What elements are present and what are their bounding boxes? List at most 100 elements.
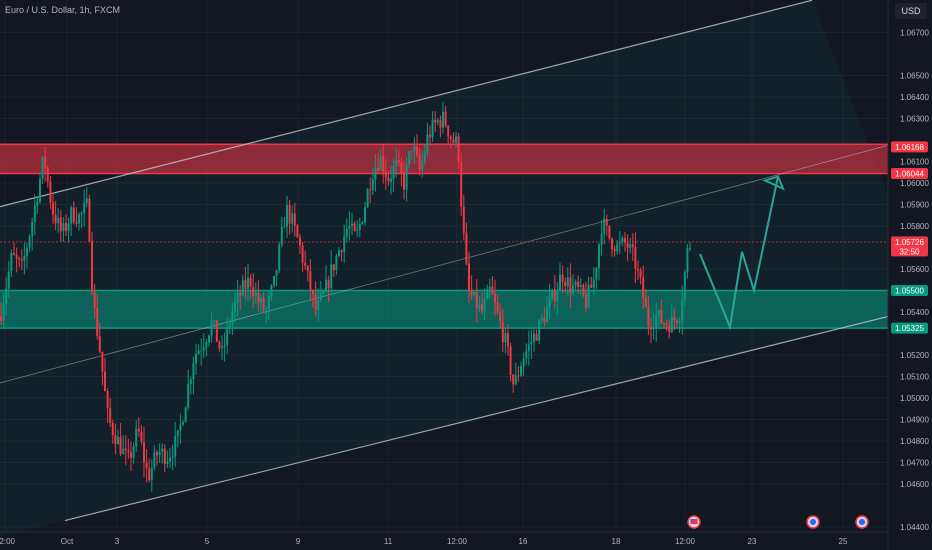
candle-body (309, 271, 312, 292)
price-tick: 1.06000 (900, 179, 929, 188)
candle-body (460, 162, 463, 207)
candle-body (23, 256, 26, 261)
candle-body (205, 342, 208, 348)
candle-body (119, 436, 122, 455)
price-tick: 1.04700 (900, 459, 929, 468)
candle-body (681, 300, 684, 322)
us-flag-event[interactable] (687, 515, 701, 529)
candle-body (629, 244, 632, 249)
event-markers[interactable] (687, 515, 869, 529)
candle-body (228, 324, 231, 327)
candle-body (72, 207, 75, 223)
candle-body (182, 422, 184, 425)
candle-body (624, 238, 626, 243)
candle-body (140, 431, 143, 442)
time-tick: 12:00 (447, 537, 468, 546)
candle-body (384, 172, 387, 178)
candle-body (535, 333, 538, 341)
candle-body (608, 225, 611, 239)
candle-body (421, 161, 424, 170)
candle-body (124, 448, 127, 451)
candle-body (486, 289, 489, 299)
candle-body (366, 189, 369, 208)
event-dot (810, 519, 816, 525)
candle-body (416, 146, 418, 155)
candle-body (566, 277, 569, 287)
candle-body (332, 264, 335, 271)
candle-body (10, 252, 13, 272)
candle-body (93, 291, 96, 308)
candle-body (364, 207, 366, 223)
candle-body (387, 177, 390, 182)
candle-body (457, 136, 460, 163)
price-tag (891, 141, 928, 153)
candle-body (83, 203, 86, 214)
candle-body (143, 441, 145, 463)
candle-body (293, 213, 296, 226)
currency-label[interactable]: USD (895, 3, 927, 19)
time-tick: 16 (519, 537, 528, 546)
candle-body (244, 280, 247, 289)
candle-body (189, 379, 192, 385)
candle-body (153, 452, 156, 468)
candle-body (582, 284, 585, 295)
candle-body (540, 317, 543, 321)
candle-body (590, 284, 593, 288)
price-tick: 1.04900 (900, 416, 929, 425)
price-axis[interactable]: 1.06700 1.06500 1.06400 1.06300 1.06100 1.060… (900, 29, 929, 533)
candle-body (509, 346, 512, 375)
candle-body (101, 351, 104, 372)
time-tick: 23 (748, 537, 757, 546)
candle-body (210, 320, 213, 336)
time-axis[interactable]: 12:00 Oct 3 5 9 11 12:00 16 18 12:00 23 25 (0, 537, 848, 546)
price-tick: 1.04400 (900, 523, 929, 532)
candle-body (317, 300, 320, 311)
candle-body (343, 236, 346, 253)
candle-body (280, 227, 283, 245)
candle-body (223, 345, 226, 347)
candle-body (657, 310, 660, 316)
candle-body (335, 256, 338, 271)
candle-body (644, 298, 647, 308)
candle-body (652, 327, 655, 330)
candle-body (413, 146, 416, 152)
candle-body (122, 448, 125, 455)
candle-body (678, 321, 681, 324)
candle-body (390, 178, 392, 182)
candle-body (462, 206, 465, 233)
time-tick: 3 (115, 537, 120, 546)
candle-body (470, 289, 473, 296)
event-marker[interactable] (855, 515, 869, 529)
symbol-title[interactable]: Euro / U.S. Dollar, 1h, FXCM (5, 5, 121, 15)
candle-body (400, 162, 403, 174)
candle-body (257, 292, 260, 303)
candle-body (148, 468, 151, 481)
candle-body (85, 198, 88, 204)
candle-body (442, 111, 444, 128)
candle-body (483, 298, 486, 312)
event-dot (859, 519, 865, 525)
candle-body (548, 297, 551, 308)
candle-body (88, 198, 91, 242)
candle-body (252, 287, 255, 297)
candle-body (647, 307, 650, 327)
candle-body (234, 302, 236, 312)
candle-body (283, 226, 286, 228)
candle-body (231, 311, 234, 325)
candle-body (288, 204, 291, 224)
channel-fill (0, 0, 932, 537)
candle-body (634, 246, 637, 269)
candle-body (543, 317, 546, 323)
candle-body (18, 258, 21, 260)
candle-body (314, 294, 317, 311)
candle-body (530, 342, 533, 345)
price-tick: 1.05400 (900, 308, 929, 317)
candle-body (371, 179, 374, 191)
candle-body (449, 136, 452, 140)
candle-body (26, 247, 28, 257)
candle-body (78, 214, 80, 224)
event-marker[interactable] (806, 515, 820, 529)
candle-body (626, 242, 629, 249)
candle-body (109, 408, 112, 423)
